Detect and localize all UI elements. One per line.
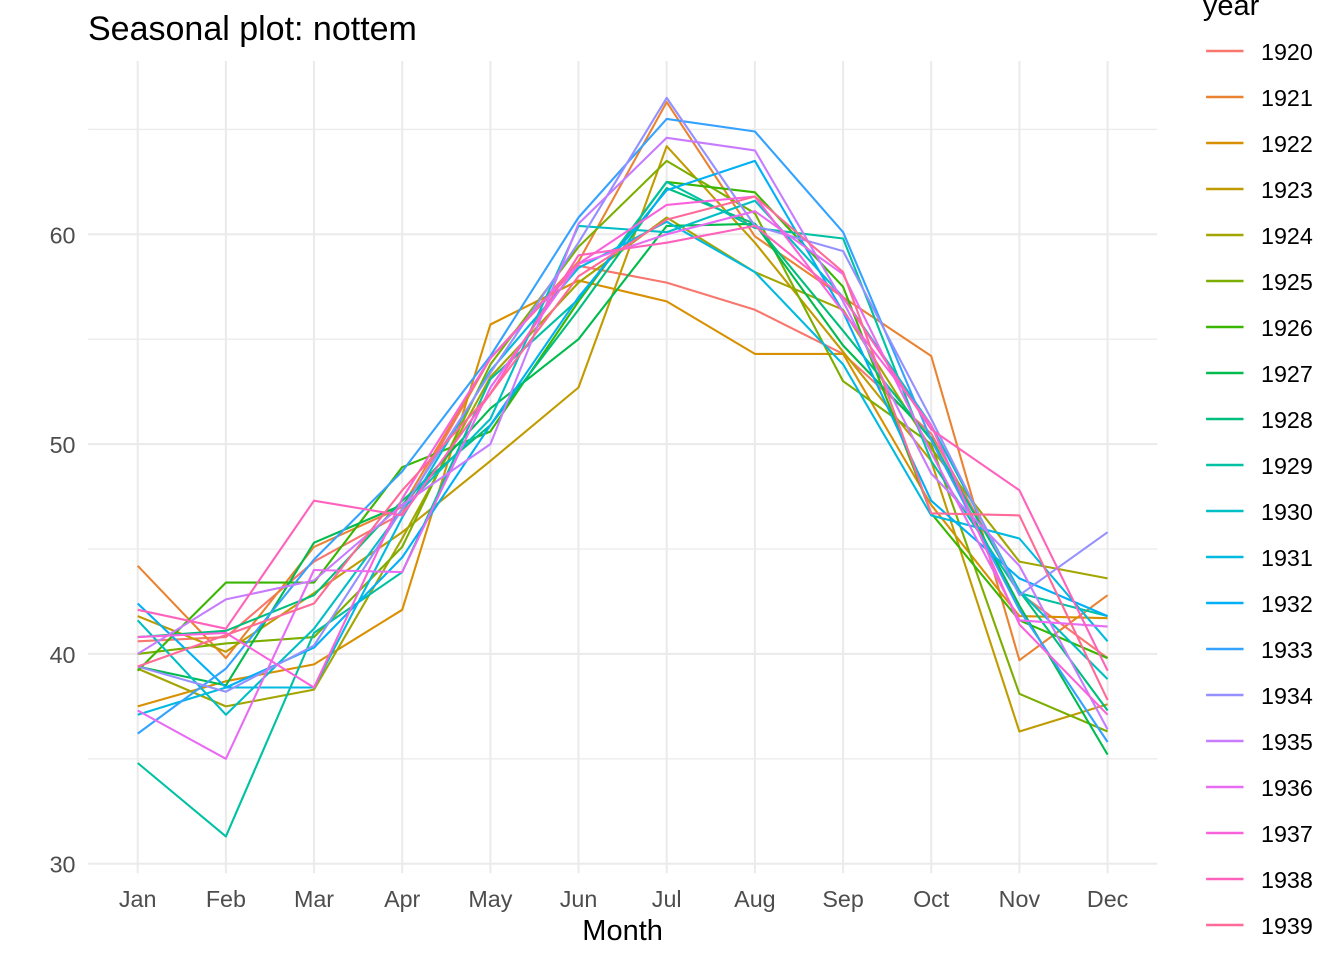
svg-text:40: 40 — [50, 642, 76, 668]
svg-text:Seasonal plot: nottem: Seasonal plot: nottem — [88, 10, 417, 48]
svg-text:Sep: Sep — [822, 886, 863, 912]
svg-text:1932: 1932 — [1261, 591, 1313, 617]
svg-text:1927: 1927 — [1261, 361, 1313, 387]
svg-text:Month: Month — [582, 915, 663, 947]
svg-text:1922: 1922 — [1261, 131, 1313, 157]
svg-text:1933: 1933 — [1261, 637, 1313, 663]
svg-text:1929: 1929 — [1261, 453, 1313, 479]
svg-text:Aug: Aug — [734, 886, 775, 912]
svg-text:Dec: Dec — [1087, 886, 1129, 912]
svg-text:1935: 1935 — [1261, 729, 1313, 755]
svg-text:1931: 1931 — [1261, 545, 1313, 571]
svg-text:1930: 1930 — [1261, 499, 1313, 525]
svg-text:1938: 1938 — [1261, 867, 1313, 893]
svg-text:Jan: Jan — [119, 886, 157, 912]
svg-text:1934: 1934 — [1261, 683, 1313, 709]
svg-text:Feb: Feb — [206, 886, 246, 912]
svg-text:1937: 1937 — [1261, 821, 1313, 847]
svg-text:1926: 1926 — [1261, 315, 1313, 341]
svg-text:Apr: Apr — [384, 886, 420, 912]
svg-text:May: May — [468, 886, 512, 912]
svg-text:Nov: Nov — [999, 886, 1041, 912]
svg-text:1925: 1925 — [1261, 269, 1313, 295]
svg-text:60: 60 — [50, 222, 76, 248]
svg-text:1939: 1939 — [1261, 913, 1313, 939]
svg-text:1921: 1921 — [1261, 85, 1313, 111]
svg-text:Jun: Jun — [560, 886, 598, 912]
svg-text:1924: 1924 — [1261, 223, 1313, 249]
svg-text:Mar: Mar — [294, 886, 334, 912]
svg-text:Oct: Oct — [913, 886, 950, 912]
svg-text:1928: 1928 — [1261, 407, 1313, 433]
svg-text:1923: 1923 — [1261, 177, 1313, 203]
svg-text:1920: 1920 — [1261, 39, 1313, 65]
svg-text:1936: 1936 — [1261, 775, 1313, 801]
svg-text:50: 50 — [50, 432, 76, 458]
svg-text:30: 30 — [50, 852, 76, 878]
svg-text:Jul: Jul — [652, 886, 682, 912]
svg-text:year: year — [1203, 0, 1260, 22]
